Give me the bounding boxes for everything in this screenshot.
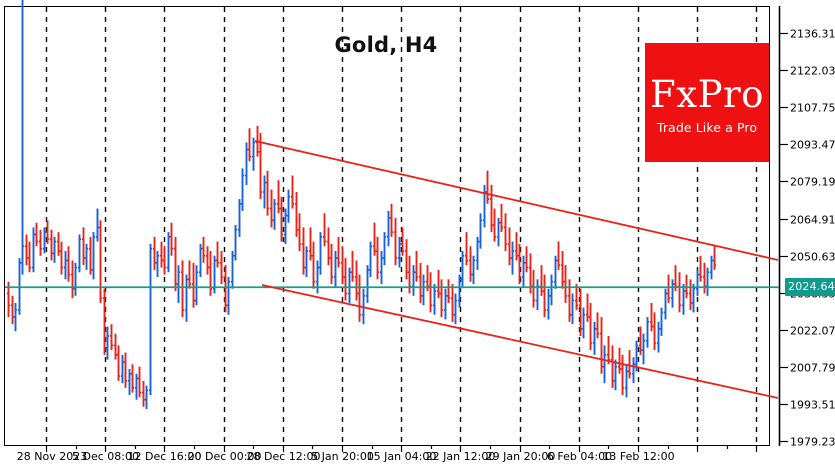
brand-wordmark: FxPro <box>650 73 764 116</box>
x-axis-tick-label: 5 Jan 20:00 <box>311 450 374 463</box>
y-axis-tick-label: 1993.51 <box>790 398 835 411</box>
x-axis-tick-label: 22 Jan 12:00 <box>425 450 496 463</box>
x-axis-tick-label: 6 Feb 04:00 <box>546 450 613 463</box>
y-axis-tick-label: 1979.23 <box>790 435 835 448</box>
y-axis-tick-label: 2064.91 <box>790 213 835 226</box>
x-axis-tick-label: 12 Dec 16:00 <box>127 450 202 463</box>
current-price-badge: 2024.64 <box>785 278 835 297</box>
y-axis-tick-label: 2122.03 <box>790 64 835 77</box>
y-axis-tick-label: 2079.19 <box>790 175 835 188</box>
fxpro-logo: FxPro Trade Like a Pro <box>645 43 769 162</box>
x-axis-tick-label: 5 Dec 08:00 <box>72 450 139 463</box>
y-axis-tick-label: 2007.79 <box>790 361 835 374</box>
x-axis-tick-label: 28 Nov 2023 <box>16 450 88 463</box>
y-axis-tick-label: 2050.63 <box>790 250 835 263</box>
brand-tagline: Trade Like a Pro <box>656 120 758 135</box>
x-axis-tick-label: 13 Feb 12:00 <box>602 450 675 463</box>
y-axis-tick-label: 2093.47 <box>790 138 835 151</box>
x-axis-tick-label: 29 Jan 20:00 <box>485 450 556 463</box>
y-axis-tick-label: 2136.31 <box>790 27 835 40</box>
x-axis-tick-label: 28 Dec 12:00 <box>246 450 321 463</box>
x-axis-tick-label: 20 Dec 00:00 <box>187 450 262 463</box>
page-title: Gold, H4 <box>334 33 438 57</box>
x-axis-tick-label: 15 Jan 04:00 <box>366 450 437 463</box>
y-axis-tick-label: 2022.07 <box>790 324 835 337</box>
y-axis-tick-label: 2107.75 <box>790 101 835 114</box>
